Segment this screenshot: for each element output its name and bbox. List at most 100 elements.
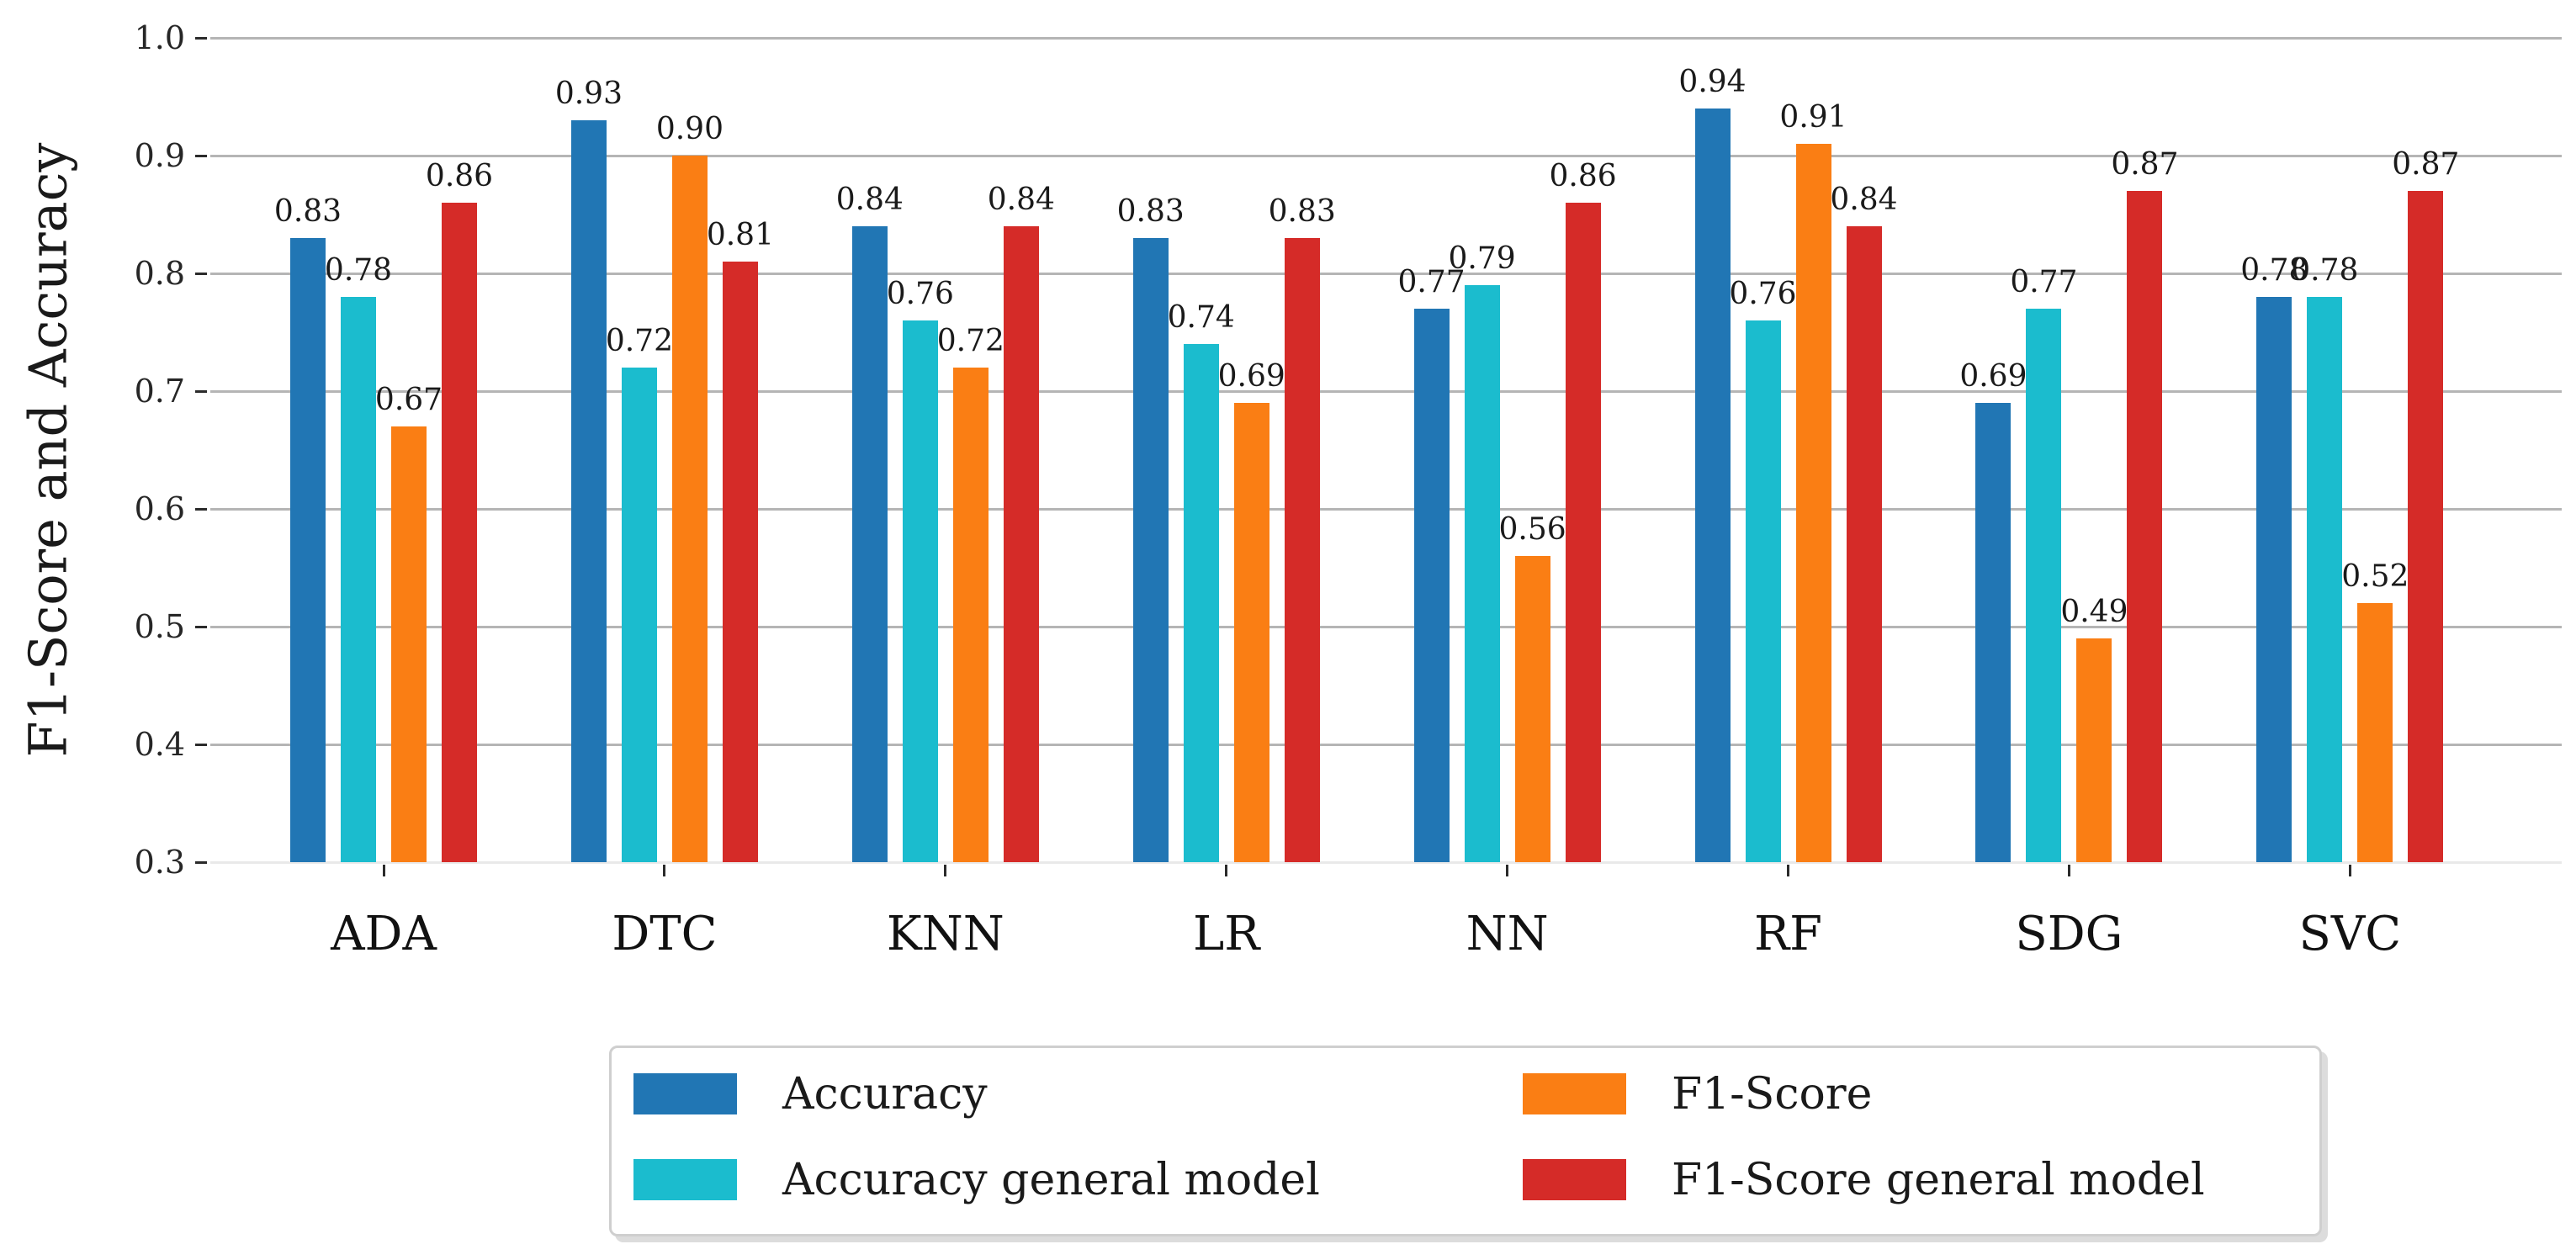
y-tick-mark (195, 507, 207, 511)
bar-f1-score-general-model-knn (1003, 226, 1039, 862)
bar-f1-score-lr (1233, 403, 1269, 862)
x-tick-mark (382, 865, 385, 876)
bar-accuracy-sdg (1975, 403, 2012, 862)
value-label: 0.77 (1397, 265, 1466, 299)
y-tick-label: 0.4 (134, 726, 185, 763)
y-gridline (210, 625, 2562, 628)
value-label: 0.84 (835, 183, 904, 217)
bar-accuracy-general-model-knn (902, 320, 938, 862)
bar-accuracy-rf (1694, 109, 1731, 862)
bar-accuracy-knn (851, 226, 888, 862)
legend-label: Accuracy (782, 1068, 988, 1120)
bar-f1-score-ada (391, 426, 427, 862)
value-label: 0.72 (605, 324, 673, 358)
x-category-label: KNN (886, 907, 1004, 961)
legend-swatch-accuracy (633, 1073, 737, 1114)
legend: Accuracy Accuracy general model F1-Score F1… (609, 1046, 2322, 1236)
x-category-label: RF (1753, 907, 1823, 961)
legend-label: F1-Score general model (1672, 1154, 2205, 1205)
bar-accuracy-nn (1413, 309, 1450, 862)
value-label: 0.78 (2240, 253, 2308, 288)
y-gridline (210, 36, 2562, 40)
value-label: 0.78 (324, 253, 393, 288)
value-label: 0.49 (2060, 595, 2128, 629)
value-label: 0.69 (1959, 359, 2027, 394)
y-axis-title: F1-Score and Accuracy (17, 142, 79, 758)
value-label: 0.76 (1729, 277, 1797, 311)
y-tick-mark (195, 625, 207, 628)
bar-f1-score-general-model-sdg (2127, 191, 2163, 862)
bar-accuracy-general-model-rf (1745, 320, 1781, 862)
value-label: 0.74 (1167, 300, 1235, 335)
value-label: 0.77 (2010, 265, 2078, 299)
x-category-label: NN (1466, 907, 1549, 961)
x-tick-mark (1506, 865, 1509, 876)
value-label: 0.86 (425, 159, 494, 193)
value-label: 0.69 (1217, 359, 1285, 394)
bar-accuracy-general-model-nn (1464, 285, 1500, 862)
value-label: 0.91 (1779, 100, 1847, 135)
value-label: 0.78 (2291, 253, 2359, 288)
x-tick-mark (2348, 865, 2351, 876)
x-category-label: LR (1193, 907, 1260, 961)
bar-accuracy-general-model-ada (341, 297, 376, 862)
y-gridline (210, 154, 2562, 157)
bar-accuracy-svc (2256, 297, 2292, 862)
value-label: 0.84 (1830, 183, 1898, 217)
value-label: 0.86 (1549, 159, 1617, 193)
value-label: 0.87 (2111, 147, 2179, 182)
x-tick-mark (663, 865, 666, 876)
bar-accuracy-general-model-dtc (621, 368, 657, 862)
y-tick-label: 0.3 (134, 844, 185, 881)
bar-accuracy-general-model-lr (1183, 344, 1219, 862)
value-label: 0.83 (273, 194, 342, 229)
y-gridline (210, 272, 2562, 275)
legend-label: F1-Score (1672, 1068, 1873, 1120)
y-tick-label: 0.6 (134, 490, 185, 527)
y-tick-mark (195, 272, 207, 275)
y-tick-label: 0.7 (134, 373, 185, 410)
bar-accuracy-lr (1132, 238, 1169, 862)
legend-swatch-accuracy-general-model (633, 1159, 737, 1200)
y-tick-label: 0.5 (134, 608, 185, 645)
value-label: 0.90 (655, 112, 724, 146)
bar-f1-score-general-model-svc (2408, 191, 2444, 862)
value-label: 0.87 (2392, 147, 2460, 182)
bar-f1-score-nn (1514, 556, 1550, 862)
bar-accuracy-ada (290, 238, 326, 862)
x-tick-mark (1225, 865, 1228, 876)
y-tick-label: 0.8 (134, 255, 185, 292)
value-label: 0.52 (2341, 559, 2409, 594)
legend-swatch-f1-score (1523, 1073, 1626, 1114)
value-label: 0.83 (1116, 194, 1185, 229)
bar-f1-score-rf (1795, 144, 1831, 862)
x-category-label: SDG (2015, 907, 2123, 961)
y-gridline (210, 743, 2562, 746)
value-label: 0.94 (1678, 65, 1746, 99)
y-tick-mark (195, 154, 207, 157)
value-label: 0.72 (936, 324, 1004, 358)
value-label: 0.67 (374, 383, 443, 417)
value-label: 0.93 (554, 77, 623, 111)
y-tick-label: 1.0 (134, 19, 185, 56)
value-label: 0.79 (1448, 241, 1516, 276)
bar-f1-score-general-model-nn (1565, 203, 1601, 862)
bar-accuracy-general-model-svc (2307, 297, 2343, 862)
bar-accuracy-dtc (570, 120, 607, 862)
bar-f1-score-dtc (671, 156, 708, 862)
legend-label: Accuracy general model (782, 1154, 1320, 1205)
bar-f1-score-sdg (2076, 638, 2112, 862)
y-gridline (210, 507, 2562, 511)
x-category-label: ADA (331, 907, 437, 961)
value-label: 0.56 (1498, 512, 1566, 547)
y-tick-mark (195, 389, 207, 393)
value-label: 0.84 (987, 183, 1055, 217)
bar-f1-score-general-model-rf (1846, 226, 1882, 862)
x-tick-mark (944, 865, 947, 876)
y-gridline (210, 389, 2562, 393)
bar-f1-score-general-model-dtc (722, 262, 758, 862)
x-category-label: SVC (2298, 907, 2402, 961)
legend-swatch-f1-score-general-model (1523, 1159, 1626, 1200)
bar-f1-score-svc (2357, 603, 2393, 862)
